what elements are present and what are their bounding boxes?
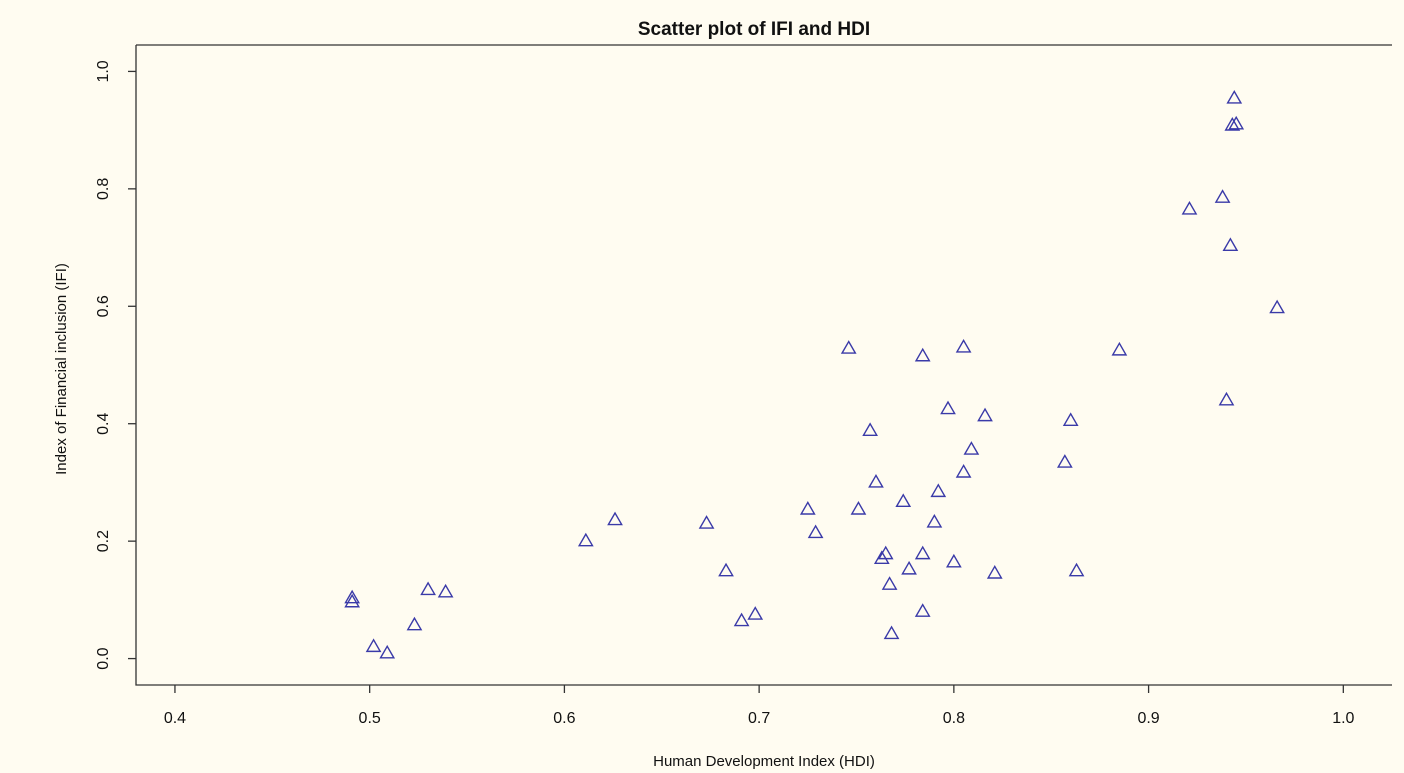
x-tick-label: 0.4 (164, 710, 186, 727)
chart-title: Scatter plot of IFI and HDI (638, 19, 870, 40)
x-tick-label: 0.8 (943, 710, 965, 727)
y-tick-label: 0.0 (95, 647, 112, 669)
data-point (955, 338, 972, 353)
axes (135, 44, 1392, 686)
data-point (1056, 454, 1073, 468)
data-point (420, 581, 436, 596)
data-point (881, 576, 898, 590)
data-point (607, 511, 623, 526)
y-tick-label: 0.6 (95, 295, 112, 317)
y-tick-label: 0.8 (95, 178, 112, 200)
data-point (1226, 90, 1243, 104)
data-point (926, 513, 943, 528)
data-point (718, 562, 734, 577)
data-point (868, 474, 884, 488)
x-tick-label: 0.6 (553, 710, 575, 727)
data-point (733, 612, 750, 627)
data-point (862, 422, 878, 437)
data-point (877, 545, 894, 560)
data-point (940, 400, 956, 415)
data-point (1062, 412, 1079, 427)
data-point (955, 464, 972, 478)
data-point (344, 589, 361, 604)
y-axis-label: Index of Financial inclusion (IFI) (53, 263, 70, 475)
data-point (1228, 115, 1245, 130)
data-point (850, 501, 867, 515)
data-point (1181, 201, 1198, 215)
data-point (698, 515, 715, 529)
y-tick-label: 0.2 (95, 530, 112, 552)
data-point (799, 501, 816, 515)
data-point (1224, 117, 1241, 131)
x-tick-label: 1.0 (1332, 710, 1354, 727)
data-point (406, 616, 423, 631)
data-point (914, 545, 931, 560)
data-point (986, 565, 1003, 579)
data-point (901, 560, 917, 575)
data-point (914, 603, 931, 617)
data-point (840, 340, 857, 354)
data-point (895, 493, 912, 508)
data-point (883, 625, 900, 640)
data-point (437, 583, 454, 598)
data-point (379, 644, 396, 659)
data-point (1214, 189, 1231, 203)
data-point (344, 593, 361, 608)
data-point (914, 347, 931, 362)
axis-ticks: 0.4 0.5 0.6 0.7 0.8 0.9 1.0 0.0 0.2 0.4 0.6 0.8 1.0 (95, 60, 1355, 727)
data-point (1111, 341, 1128, 356)
data-point (963, 441, 980, 455)
x-tick-label: 0.9 (1137, 710, 1159, 727)
data-point (930, 483, 947, 498)
data-point (365, 638, 382, 653)
data-point (1218, 391, 1235, 406)
data-points (344, 90, 1285, 659)
x-tick-label: 0.5 (359, 710, 381, 727)
x-tick-label: 0.7 (748, 710, 770, 727)
axis-frame (135, 45, 1392, 686)
data-point (977, 407, 993, 422)
data-point (945, 553, 962, 568)
y-tick-label: 1.0 (95, 60, 112, 82)
data-point (1222, 237, 1239, 252)
data-point (807, 524, 824, 539)
data-point (1068, 562, 1085, 577)
x-axis-label: Human Development Index (HDI) (653, 753, 875, 770)
y-tick-label: 0.4 (95, 412, 112, 434)
data-point (747, 606, 764, 620)
data-point (873, 550, 890, 565)
data-point (1269, 299, 1285, 314)
data-point (577, 532, 594, 547)
